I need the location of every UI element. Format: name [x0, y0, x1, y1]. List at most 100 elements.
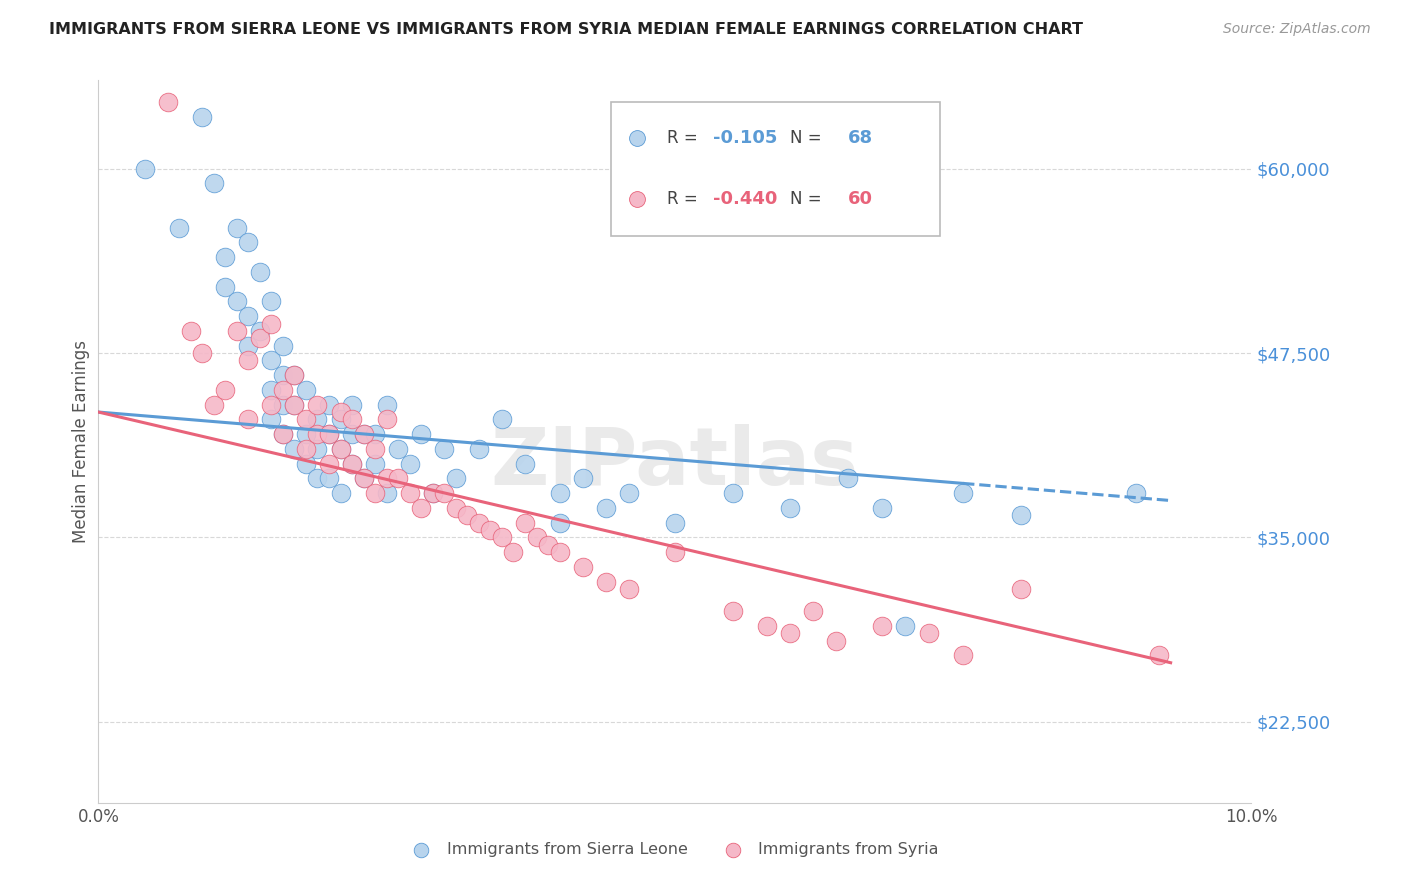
- Point: [329, 442, 352, 456]
- Text: -0.105: -0.105: [713, 129, 778, 147]
- Point: [318, 427, 340, 442]
- Point: [422, 486, 444, 500]
- Y-axis label: Median Female Earnings: Median Female Earnings: [72, 340, 90, 543]
- Text: N =: N =: [790, 129, 827, 147]
- Text: N =: N =: [790, 191, 827, 209]
- Point: [387, 471, 409, 485]
- Text: R =: R =: [666, 191, 703, 209]
- Point: [779, 626, 801, 640]
- Point: [225, 324, 247, 338]
- Point: [283, 368, 305, 383]
- Point: [295, 427, 318, 442]
- Point: [295, 412, 318, 426]
- Point: [283, 368, 305, 383]
- Point: [433, 486, 456, 500]
- Point: [214, 279, 236, 293]
- Point: [271, 383, 294, 397]
- Point: [260, 294, 283, 309]
- Text: Source: ZipAtlas.com: Source: ZipAtlas.com: [1223, 22, 1371, 37]
- Point: [917, 626, 939, 640]
- Point: [271, 339, 294, 353]
- Point: [329, 442, 352, 456]
- Point: [156, 95, 179, 110]
- Point: [375, 398, 398, 412]
- Point: [837, 471, 859, 485]
- Text: 60: 60: [848, 191, 873, 209]
- Point: [260, 353, 283, 368]
- Point: [329, 405, 352, 419]
- Point: [595, 500, 617, 515]
- Point: [756, 619, 779, 633]
- Point: [307, 427, 329, 442]
- Point: [340, 457, 363, 471]
- Point: [307, 471, 329, 485]
- Point: [271, 368, 294, 383]
- Text: Immigrants from Sierra Leone: Immigrants from Sierra Leone: [447, 842, 688, 857]
- Point: [283, 398, 305, 412]
- Point: [411, 427, 433, 442]
- Point: [617, 486, 640, 500]
- Point: [468, 516, 491, 530]
- Point: [238, 412, 260, 426]
- Point: [375, 471, 398, 485]
- Point: [353, 471, 375, 485]
- Point: [664, 516, 686, 530]
- FancyBboxPatch shape: [612, 102, 941, 235]
- Point: [779, 500, 801, 515]
- Point: [340, 398, 363, 412]
- Point: [271, 427, 294, 442]
- Point: [353, 471, 375, 485]
- Text: ZIPatlas: ZIPatlas: [491, 425, 859, 502]
- Point: [375, 412, 398, 426]
- Point: [340, 412, 363, 426]
- Point: [801, 604, 824, 618]
- Point: [202, 398, 225, 412]
- Point: [353, 427, 375, 442]
- Point: [364, 427, 387, 442]
- Point: [260, 412, 283, 426]
- Point: [134, 161, 156, 176]
- Point: [329, 486, 352, 500]
- Point: [167, 220, 190, 235]
- Point: [271, 427, 294, 442]
- Point: [571, 560, 593, 574]
- Point: [952, 648, 974, 663]
- Point: [249, 331, 271, 345]
- Point: [238, 339, 260, 353]
- Point: [1125, 486, 1147, 500]
- Point: [249, 324, 271, 338]
- Point: [721, 604, 744, 618]
- Point: [617, 582, 640, 596]
- Point: [364, 442, 387, 456]
- Point: [479, 523, 502, 537]
- Point: [353, 427, 375, 442]
- Point: [825, 633, 848, 648]
- Point: [307, 442, 329, 456]
- Point: [387, 442, 409, 456]
- Point: [180, 324, 202, 338]
- Point: [249, 265, 271, 279]
- Point: [872, 619, 894, 633]
- Point: [1010, 508, 1032, 523]
- Point: [444, 500, 467, 515]
- Point: [491, 412, 513, 426]
- Point: [1010, 582, 1032, 596]
- Point: [307, 398, 329, 412]
- Point: [375, 486, 398, 500]
- Point: [548, 516, 571, 530]
- Point: [225, 220, 247, 235]
- Text: IMMIGRANTS FROM SIERRA LEONE VS IMMIGRANTS FROM SYRIA MEDIAN FEMALE EARNINGS COR: IMMIGRANTS FROM SIERRA LEONE VS IMMIGRAN…: [49, 22, 1083, 37]
- Point: [260, 398, 283, 412]
- Point: [271, 398, 294, 412]
- Point: [214, 383, 236, 397]
- Point: [526, 530, 548, 544]
- Point: [260, 317, 283, 331]
- Text: R =: R =: [666, 129, 703, 147]
- Point: [433, 442, 456, 456]
- Point: [318, 398, 340, 412]
- Point: [491, 530, 513, 544]
- Point: [571, 471, 593, 485]
- Text: Immigrants from Syria: Immigrants from Syria: [758, 842, 938, 857]
- Point: [238, 235, 260, 250]
- Point: [595, 574, 617, 589]
